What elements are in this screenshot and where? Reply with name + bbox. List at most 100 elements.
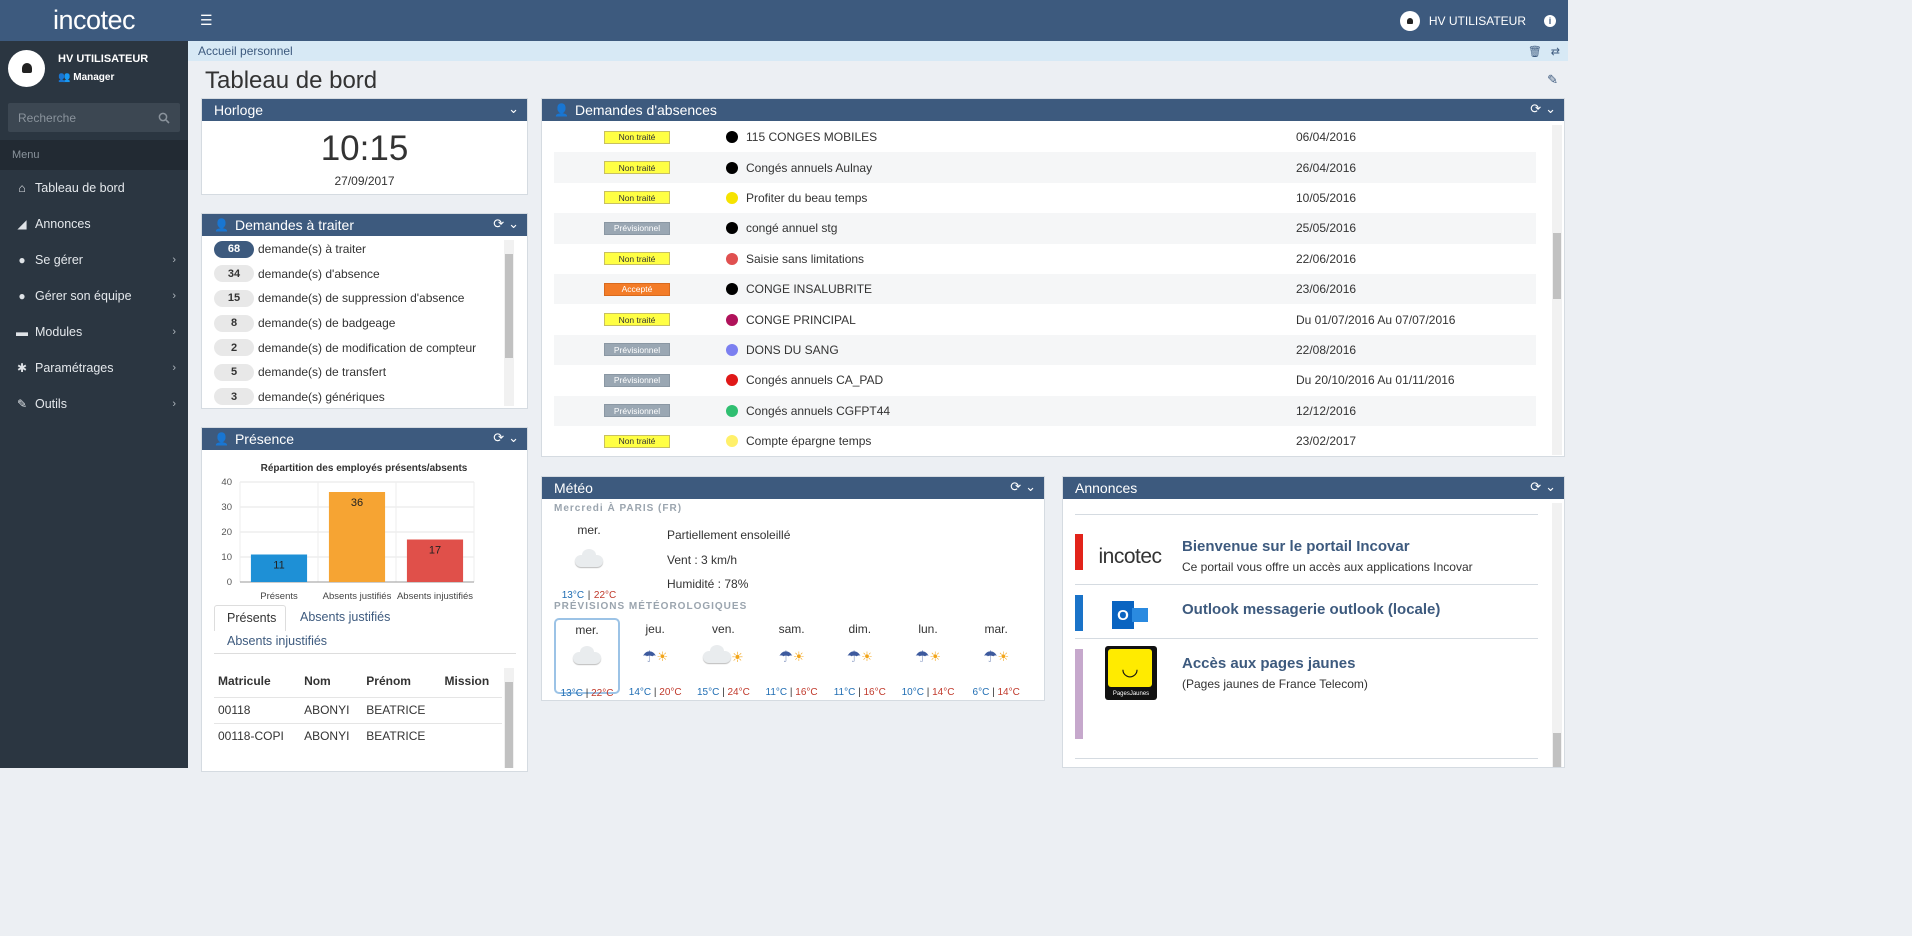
count-badge: 3 bbox=[214, 388, 254, 406]
temp-low: 11°C bbox=[833, 687, 856, 698]
sidebar-item-0[interactable]: ⌂ Tableau de bord bbox=[0, 170, 188, 206]
forecast-day[interactable]: lun. ☂ ☀ 10°C | 14°C bbox=[895, 619, 961, 698]
table-row[interactable]: Accepté CONGE INSALUBRITE 23/06/2016 bbox=[554, 273, 1536, 305]
refresh-icon[interactable]: ⟳ bbox=[1530, 101, 1542, 116]
announcement-title[interactable]: Bienvenue sur le portail Incovar bbox=[1182, 538, 1410, 555]
table-row[interactable]: Prévisionnel Congés annuels CGFPT44 12/12/… bbox=[554, 395, 1536, 426]
search-icon[interactable] bbox=[158, 112, 170, 124]
table-row[interactable]: Non traité CONGE PRINCIPAL Du 01/07/2016 A… bbox=[554, 304, 1536, 334]
temp-high: 20°C bbox=[659, 687, 682, 698]
chevron-down-icon[interactable]: ⌄ bbox=[1545, 479, 1556, 494]
page-title: Tableau de bord bbox=[205, 67, 378, 94]
chevron-down-icon[interactable]: ⌄ bbox=[508, 101, 519, 116]
table-row[interactable]: Prévisionnel DONS DU SANG 22/08/2016 bbox=[554, 334, 1536, 366]
temp-high: 14°C bbox=[997, 687, 1020, 698]
column-header[interactable]: Matricule bbox=[218, 673, 271, 688]
announcement-item[interactable]: incotec Bienvenue sur le portail Incovar C… bbox=[1075, 515, 1538, 585]
cloud-icon bbox=[575, 549, 603, 567]
chevron-down-icon[interactable]: ⌄ bbox=[508, 430, 519, 445]
forecast-day[interactable]: mar. ☂ ☀ 6°C | 14°C bbox=[963, 619, 1029, 698]
table-row[interactable]: Prévisionnel congé annuel stg 25/05/2016 bbox=[554, 213, 1536, 244]
list-item[interactable]: 68 demande(s) à traiter bbox=[202, 237, 527, 262]
tab-absents-injustifies[interactable]: Absents injustifiés bbox=[227, 634, 328, 648]
absence-date: 25/05/2016 bbox=[1296, 221, 1357, 236]
column-header[interactable]: Mission bbox=[444, 673, 490, 688]
scrollbar[interactable] bbox=[1552, 125, 1562, 455]
breadcrumb-home[interactable]: Accueil personnel bbox=[198, 44, 293, 58]
table-row[interactable]: Non traité Saisie sans limitations 22/06/2… bbox=[554, 244, 1536, 274]
refresh-icon[interactable]: ⟳ bbox=[493, 216, 505, 231]
forecast-day[interactable]: jeu. ☂ ☀ 14°C | 20°C bbox=[622, 619, 688, 698]
table-row[interactable]: Non traité 115 CONGES MOBILES 06/04/2016 bbox=[554, 122, 1536, 152]
sidebar-item-4[interactable]: ▬ Modules › bbox=[0, 314, 188, 350]
tab-absents-justifies[interactable]: Absents justifiés bbox=[300, 610, 391, 624]
forecast-day[interactable]: ven. ☀ 15°C | 24°C bbox=[690, 619, 756, 698]
announcement-title[interactable]: Outlook messagerie outlook (locale) bbox=[1182, 601, 1441, 618]
refresh-icon[interactable]: ⟳ bbox=[1010, 479, 1022, 494]
color-dot bbox=[726, 222, 738, 235]
chevron-down-icon[interactable]: ⌄ bbox=[1545, 101, 1556, 116]
forecast-temps: 10°C | 14°C bbox=[901, 687, 955, 698]
list-item[interactable]: 5 demande(s) de transfert bbox=[202, 360, 527, 385]
app-logo[interactable]: incotec bbox=[52, 5, 136, 35]
weather-today-day: mer. bbox=[577, 523, 601, 537]
swap-icon[interactable]: ⇄ bbox=[1550, 45, 1560, 58]
list-item[interactable]: 3 demande(s) génériques bbox=[202, 385, 527, 410]
list-item[interactable]: 15 demande(s) de suppression d'absence bbox=[202, 286, 527, 311]
list-item[interactable]: 34 demande(s) d'absence bbox=[202, 262, 527, 287]
chevron-right-icon: › bbox=[172, 290, 176, 302]
panel-header: 👤 Demandes à traiter ⟳ ⌄ bbox=[202, 214, 527, 236]
column-header[interactable]: Nom bbox=[304, 673, 331, 688]
info-icon[interactable]: i bbox=[1544, 14, 1556, 27]
forecast-day[interactable]: mer. 13°C | 22°C bbox=[554, 618, 620, 699]
sidebar-item-1[interactable]: ◢ Annonces bbox=[0, 206, 188, 242]
announcement-item[interactable]: ◡ PagesJaunes Accès aux pages jaunes (Pages… bbox=[1075, 639, 1538, 759]
forecast-temps: 15°C | 24°C bbox=[696, 687, 750, 698]
refresh-icon[interactable]: ⟳ bbox=[493, 430, 505, 445]
scrollbar[interactable] bbox=[1552, 503, 1562, 767]
table-row[interactable]: Non traité Congés annuels Aulnay 26/04/201… bbox=[554, 152, 1536, 183]
logo-bar: incotec bbox=[0, 0, 188, 41]
panel-title: Présence bbox=[234, 431, 295, 447]
chevron-down-icon[interactable]: ⌄ bbox=[1025, 479, 1036, 494]
chevron-down-icon[interactable]: ⌄ bbox=[508, 216, 519, 231]
topbar-user-menu[interactable]: HV UTILISATEUR i bbox=[1399, 10, 1556, 31]
table-cell: ABONYI bbox=[300, 696, 363, 723]
weather-humidity: Humidité : 78% bbox=[667, 577, 749, 591]
sidebar-item-2[interactable]: ● Se gérer › bbox=[0, 242, 188, 278]
count-badge: 8 bbox=[214, 314, 254, 332]
table-row[interactable]: Non traité Compte épargne temps 23/02/2017 bbox=[554, 426, 1536, 456]
list-item[interactable]: 8 demande(s) de badgeage bbox=[202, 311, 527, 336]
table-row[interactable]: 00118-COPI ABONYI BEATRICE bbox=[214, 722, 502, 749]
color-dot bbox=[726, 435, 738, 448]
search-input[interactable] bbox=[18, 110, 138, 125]
forecast-day[interactable]: sam. ☂ ☀ 11°C | 16°C bbox=[759, 619, 825, 698]
sidebar-item-5[interactable]: ✱ Paramétrages › bbox=[0, 350, 188, 386]
scrollbar[interactable] bbox=[504, 240, 514, 406]
sidebar-item-label: Tableau de bord bbox=[35, 181, 125, 195]
chevron-right-icon: › bbox=[172, 326, 176, 338]
column-header[interactable]: Prénom bbox=[366, 673, 411, 688]
table-row[interactable]: 00118 ABONYI BEATRICE bbox=[214, 696, 502, 723]
forecast-day[interactable]: dim. ☂ ☀ 11°C | 16°C bbox=[827, 619, 893, 698]
table-row[interactable]: Prévisionnel Congés annuels CA_PAD Du 20/1… bbox=[554, 365, 1536, 395]
team-icon: 👥 bbox=[58, 72, 74, 83]
avatar[interactable] bbox=[8, 49, 45, 87]
hamburger-icon[interactable]: ☰ bbox=[200, 12, 213, 28]
absence-label: congé annuel stg bbox=[746, 221, 838, 236]
announcement-item[interactable]: O Outlook messagerie outlook (locale) bbox=[1075, 585, 1538, 639]
forecast-day-label: mar. bbox=[984, 622, 1008, 636]
tab-presents[interactable]: Présents bbox=[214, 605, 286, 631]
trash-icon[interactable]: 🗑 bbox=[1527, 45, 1542, 58]
requests-list: 68 demande(s) à traiter 34 demande(s) d'abs… bbox=[202, 236, 527, 409]
sidebar-item-3[interactable]: ● Gérer son équipe › bbox=[0, 278, 188, 314]
edit-icon[interactable]: ✎ bbox=[1547, 72, 1558, 87]
sidebar-item-6[interactable]: ✎ Outils › bbox=[0, 386, 188, 422]
rain-sun-icon: ☂ ☀ bbox=[642, 649, 669, 666]
request-label: demande(s) de suppression d'absence bbox=[258, 291, 465, 306]
table-row[interactable]: Non traité Profiter du beau temps 10/05/20… bbox=[554, 183, 1536, 213]
announcement-title[interactable]: Accès aux pages jaunes bbox=[1182, 655, 1356, 672]
list-item[interactable]: 2 demande(s) de modification de compteur bbox=[202, 335, 527, 360]
refresh-icon[interactable]: ⟳ bbox=[1530, 479, 1542, 494]
scrollbar[interactable] bbox=[504, 668, 514, 768]
